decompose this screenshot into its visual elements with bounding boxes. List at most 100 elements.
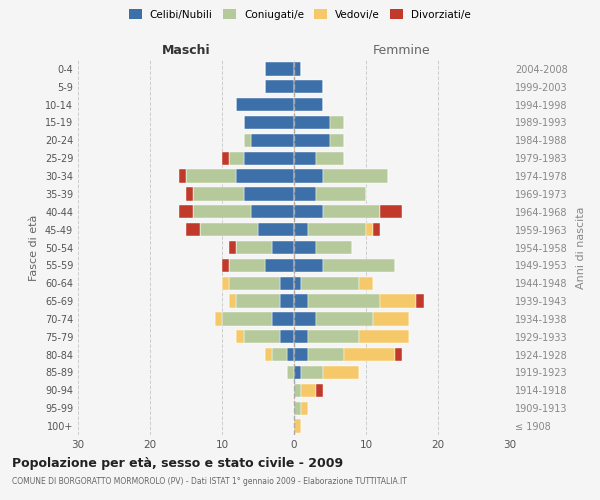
Bar xyxy=(344,348,395,362)
Bar xyxy=(200,223,258,236)
Bar xyxy=(308,348,344,362)
Bar xyxy=(380,205,402,218)
Bar xyxy=(294,402,301,415)
Bar xyxy=(244,330,280,344)
Bar xyxy=(294,62,301,76)
Bar xyxy=(416,294,424,308)
Bar xyxy=(229,152,244,165)
Bar xyxy=(316,241,352,254)
Bar xyxy=(280,276,294,290)
Bar xyxy=(265,348,272,362)
Legend: Celibi/Nubili, Coniugati/e, Vedovi/e, Divorziati/e: Celibi/Nubili, Coniugati/e, Vedovi/e, Di… xyxy=(125,5,475,24)
Bar xyxy=(280,330,294,344)
Text: Maschi: Maschi xyxy=(161,44,211,58)
Bar xyxy=(244,152,294,165)
Bar xyxy=(193,205,251,218)
Bar xyxy=(258,223,294,236)
Bar xyxy=(251,134,294,147)
Bar xyxy=(316,187,366,200)
Bar xyxy=(222,152,229,165)
Bar xyxy=(244,134,251,147)
Bar xyxy=(179,170,186,183)
Bar xyxy=(373,312,409,326)
Bar xyxy=(294,384,301,397)
Bar xyxy=(308,294,380,308)
Bar xyxy=(294,276,301,290)
Bar xyxy=(316,312,373,326)
Bar xyxy=(272,241,294,254)
Bar xyxy=(222,258,229,272)
Bar xyxy=(186,170,236,183)
Bar xyxy=(244,116,294,129)
Bar xyxy=(236,241,272,254)
Bar xyxy=(294,223,308,236)
Bar xyxy=(287,366,294,379)
Bar xyxy=(308,223,366,236)
Bar xyxy=(294,152,316,165)
Text: COMUNE DI BORGORATTO MORMOROLO (PV) - Dati ISTAT 1° gennaio 2009 - Elaborazione : COMUNE DI BORGORATTO MORMOROLO (PV) - Da… xyxy=(12,478,407,486)
Bar xyxy=(236,294,280,308)
Bar xyxy=(222,312,272,326)
Bar xyxy=(229,258,265,272)
Bar xyxy=(294,205,323,218)
Bar xyxy=(294,80,323,94)
Bar xyxy=(308,330,359,344)
Bar xyxy=(294,330,308,344)
Bar xyxy=(316,384,323,397)
Bar xyxy=(323,205,380,218)
Bar xyxy=(294,420,301,433)
Bar xyxy=(265,80,294,94)
Bar xyxy=(272,312,294,326)
Bar xyxy=(251,205,294,218)
Bar xyxy=(301,276,359,290)
Bar xyxy=(330,134,344,147)
Bar xyxy=(265,258,294,272)
Bar xyxy=(294,258,323,272)
Y-axis label: Fasce di età: Fasce di età xyxy=(29,214,39,280)
Bar xyxy=(301,384,316,397)
Bar xyxy=(359,276,373,290)
Bar xyxy=(373,223,380,236)
Bar xyxy=(330,116,344,129)
Bar xyxy=(265,62,294,76)
Bar xyxy=(186,187,193,200)
Bar xyxy=(301,366,323,379)
Bar xyxy=(294,170,323,183)
Bar xyxy=(272,348,287,362)
Bar xyxy=(323,170,388,183)
Bar xyxy=(316,152,344,165)
Bar xyxy=(294,348,308,362)
Bar xyxy=(380,294,416,308)
Bar xyxy=(287,348,294,362)
Bar xyxy=(215,312,222,326)
Bar xyxy=(301,402,308,415)
Bar xyxy=(179,205,193,218)
Bar xyxy=(294,312,316,326)
Bar xyxy=(323,258,395,272)
Bar xyxy=(236,170,294,183)
Bar xyxy=(323,366,359,379)
Bar xyxy=(193,187,244,200)
Bar xyxy=(359,330,409,344)
Bar xyxy=(280,294,294,308)
Bar xyxy=(229,276,280,290)
Bar xyxy=(294,366,301,379)
Bar xyxy=(244,187,294,200)
Bar xyxy=(229,294,236,308)
Text: Popolazione per età, sesso e stato civile - 2009: Popolazione per età, sesso e stato civil… xyxy=(12,458,343,470)
Bar xyxy=(294,98,323,112)
Bar xyxy=(294,294,308,308)
Bar xyxy=(236,98,294,112)
Bar xyxy=(229,241,236,254)
Bar xyxy=(186,223,200,236)
Bar xyxy=(294,187,316,200)
Bar xyxy=(236,330,244,344)
Bar xyxy=(395,348,402,362)
Y-axis label: Anni di nascita: Anni di nascita xyxy=(576,206,586,289)
Bar xyxy=(294,241,316,254)
Bar xyxy=(294,134,330,147)
Bar xyxy=(294,116,330,129)
Text: Femmine: Femmine xyxy=(373,44,431,58)
Bar xyxy=(366,223,373,236)
Bar xyxy=(222,276,229,290)
